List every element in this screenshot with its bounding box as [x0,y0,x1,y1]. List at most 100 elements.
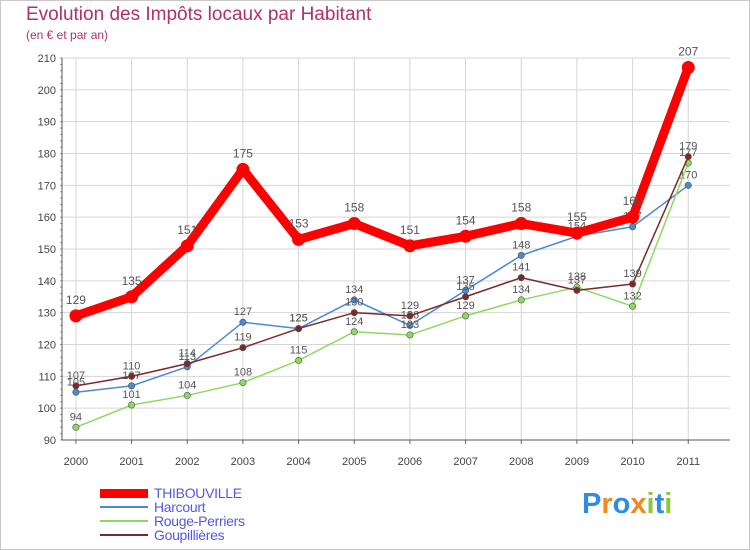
data-label-harcourt: 134 [345,284,363,296]
x-tick-label: 2002 [175,456,199,468]
data-point-goupilli-res [350,309,358,317]
y-tick-label: 150 [38,244,56,256]
data-label-goupilli-res: 129 [401,300,419,312]
data-point-thibouville [292,232,306,246]
data-label-goupilli-res: 141 [512,262,530,274]
series-line-goupilli-res [75,155,689,387]
data-point-thibouville [681,61,695,75]
data-label-goupilli-res: 179 [679,141,697,153]
logo-letter: i [646,488,655,520]
data-point-harcourt [684,181,692,189]
data-label-goupilli-res: 114 [178,348,196,360]
y-tick-label: 210 [38,53,56,65]
data-point-rouge-perriers [350,328,358,336]
logo-letter: t [654,488,665,520]
legend-label: Harcourt [154,499,206,515]
x-tick-label: 2001 [119,456,143,468]
logo-letter: P [582,488,602,520]
data-point-goupilli-res [406,312,414,320]
logo-letter: r [601,488,613,520]
y-tick-label: 120 [38,340,56,352]
y-tick-label: 170 [38,180,56,192]
y-tick-label: 190 [38,117,56,129]
data-point-goupilli-res [462,293,470,301]
data-label-goupilli-res: 130 [345,297,363,309]
data-point-goupilli-res [517,274,525,282]
logo-letter: o [612,488,631,520]
data-label-thibouville: 158 [511,201,531,215]
data-point-harcourt [239,318,247,326]
data-label-goupilli-res: 139 [623,268,641,280]
data-label-rouge-perriers: 134 [512,284,530,296]
data-point-rouge-perriers [462,312,470,320]
x-tick-label: 2000 [64,456,88,468]
data-point-rouge-perriers [239,379,247,387]
data-point-goupilli-res [72,382,80,390]
data-point-rouge-perriers [406,331,414,339]
data-label-rouge-perriers: 101 [122,389,140,401]
data-point-rouge-perriers [517,296,525,304]
y-tick-label: 140 [38,276,56,288]
legend-swatch [100,520,148,522]
data-label-rouge-perriers: 115 [290,344,308,356]
data-point-rouge-perriers [72,423,80,431]
data-label-thibouville: 158 [344,201,364,215]
data-label-harcourt: 148 [512,239,530,251]
data-point-harcourt [72,388,80,396]
data-point-rouge-perriers [183,391,191,399]
x-tick-label: 2008 [509,456,533,468]
y-tick-label: 90 [44,435,56,447]
data-label-goupilli-res: 125 [289,313,307,325]
legend-label: Rouge-Perriers [154,513,245,529]
x-tick-label: 2011 [676,456,700,468]
data-label-rouge-perriers: 108 [234,367,252,379]
data-label-rouge-perriers: 94 [70,411,82,423]
data-point-harcourt [350,296,358,304]
x-tick-label: 2009 [565,456,589,468]
data-label-thibouville: 155 [567,210,587,224]
data-label-thibouville: 160 [623,194,643,208]
data-label-harcourt: 113 [178,351,196,363]
data-point-harcourt [517,251,525,259]
data-point-thibouville [69,309,83,323]
data-point-goupilli-res [128,372,136,380]
data-point-harcourt [406,321,414,329]
data-label-thibouville: 154 [456,213,476,227]
data-label-harcourt: 125 [289,313,307,325]
data-label-thibouville: 153 [289,216,309,230]
data-point-thibouville [347,217,361,231]
data-label-rouge-perriers: 129 [456,300,474,312]
y-tick-label: 180 [38,149,56,161]
data-label-goupilli-res: 110 [123,360,141,372]
legend-label: THIBOUVILLE [154,485,242,501]
data-point-harcourt [629,223,637,231]
data-point-thibouville [236,162,250,176]
data-label-thibouville: 135 [122,274,142,288]
data-point-goupilli-res [629,280,637,288]
data-point-goupilli-res [239,344,247,352]
line-chart: 90 100 110 120 130 140 150 160 170 180 190 200 210 20… [38,45,730,468]
data-label-rouge-perriers: 124 [345,316,363,328]
data-label-harcourt: 127 [234,306,252,318]
proxiti-logo: Proxiti [582,488,672,521]
data-point-rouge-perriers [128,401,136,409]
legend-swatch [100,488,148,498]
x-tick-label: 2005 [342,456,366,468]
data-point-rouge-perriers [629,302,637,310]
data-point-goupilli-res [183,360,191,368]
data-point-thibouville [570,226,584,240]
data-label-harcourt: 137 [456,274,474,286]
data-point-thibouville [125,290,139,304]
legend-label: Goupillières [154,527,225,543]
data-point-thibouville [403,239,417,253]
data-point-thibouville [459,229,473,243]
data-point-goupilli-res [295,325,303,333]
data-label-goupilli-res: 137 [568,274,586,286]
x-tick-label: 2006 [398,456,422,468]
data-label-thibouville: 151 [400,223,420,237]
data-label-thibouville: 175 [233,146,253,160]
logo-letter: x [630,488,647,520]
data-label-rouge-perriers: 104 [178,379,196,391]
data-label-thibouville: 129 [66,293,86,307]
